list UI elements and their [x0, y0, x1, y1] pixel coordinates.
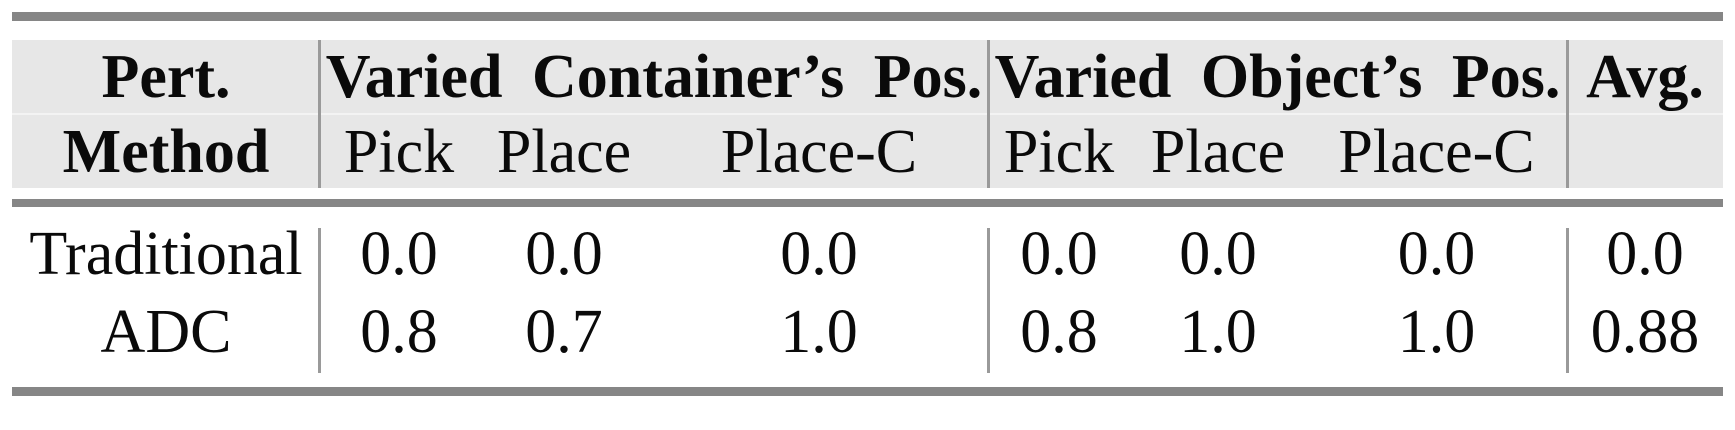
cell-traditional-avg: 0.0 [1606, 220, 1684, 288]
header-row-divider [12, 113, 1723, 115]
cell-adc-container-place-c: 1.0 [780, 298, 858, 366]
cell-adc-container-pick: 0.8 [360, 298, 438, 366]
header-group-varied-container-pos: Varied Container’s Pos. [325, 42, 983, 111]
cell-adc-avg: 0.88 [1590, 298, 1700, 366]
subheader-container-place: Place [496, 117, 632, 186]
column-separator-groups [987, 228, 990, 373]
header-pert-label: Pert. [101, 42, 231, 111]
header-method-label: Method [62, 117, 270, 186]
subheader-object-pick: Pick [1003, 117, 1115, 186]
cell-adc-object-place: 1.0 [1179, 298, 1257, 366]
cell-traditional-object-place: 0.0 [1179, 220, 1257, 288]
cell-adc-object-pick: 0.8 [1020, 298, 1098, 366]
cell-adc-container-place: 0.7 [525, 298, 603, 366]
subheader-avg-empty [1567, 115, 1723, 188]
column-separator-groups [987, 40, 990, 188]
cell-traditional-object-place-c: 0.0 [1397, 220, 1476, 288]
header-avg-label: Avg. [1586, 42, 1704, 111]
table-row-adc: ADC 0.8 0.7 1.0 0.8 1.0 1.0 0.88 [12, 293, 1723, 371]
cell-traditional-container-pick: 0.0 [360, 220, 438, 288]
table-row-traditional: Traditional 0.0 0.0 0.0 0.0 0.0 0.0 0.0 [12, 215, 1723, 293]
subheader-object-place: Place [1150, 117, 1286, 186]
bottom-rule [12, 387, 1723, 396]
column-separator-avg [1566, 228, 1569, 373]
subheader-container-place-c: Place-C [720, 117, 918, 186]
header-row-subcolumns: Method Pick Place Place-C Pick Place Pla… [12, 115, 1723, 188]
header-group-varied-object-pos: Varied Object’s Pos. [994, 42, 1561, 111]
column-separator-method [318, 40, 321, 188]
header-row-groups: Pert. Varied Container’s Pos. Varied Obj… [12, 40, 1723, 113]
cell-traditional-object-pick: 0.0 [1020, 220, 1098, 288]
row-label-traditional: Traditional [29, 220, 303, 288]
results-table: Pert. Varied Container’s Pos. Varied Obj… [12, 0, 1723, 430]
table-body: Traditional 0.0 0.0 0.0 0.0 0.0 0.0 0.0 … [12, 207, 1723, 387]
cell-traditional-container-place-c: 0.0 [780, 220, 858, 288]
subheader-object-place-c: Place-C [1338, 117, 1535, 186]
mid-rule [12, 199, 1723, 207]
top-rule [12, 12, 1723, 21]
row-label-adc: ADC [100, 298, 232, 366]
cell-adc-object-place-c: 1.0 [1397, 298, 1476, 366]
subheader-container-pick: Pick [343, 117, 455, 186]
column-separator-method [318, 228, 321, 373]
cell-traditional-container-place: 0.0 [525, 220, 603, 288]
column-separator-avg [1566, 40, 1569, 188]
table-header: Pert. Varied Container’s Pos. Varied Obj… [12, 40, 1723, 188]
